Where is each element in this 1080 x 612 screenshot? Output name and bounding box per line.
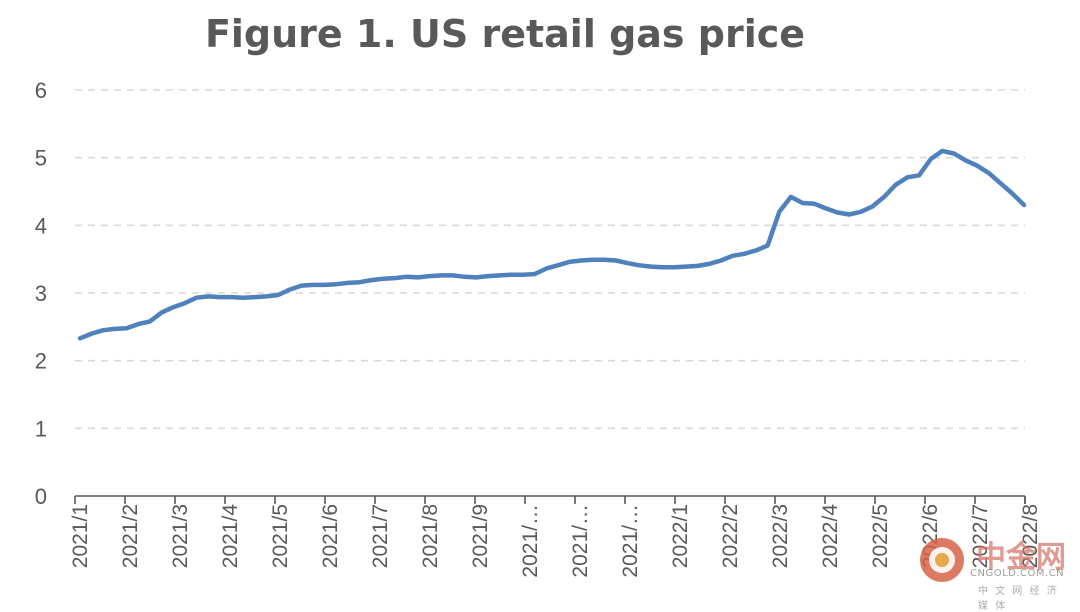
x-tick-label: 2022/4 [819,504,842,569]
x-tick-label: 2021/5 [269,504,292,568]
y-tick-label: 0 [35,484,47,509]
y-tick-label: 3 [35,281,47,306]
x-tick-label: 2022/8 [1019,504,1042,568]
x-tick-label: 2021/… [519,504,542,578]
chart-title: Figure 1. US retail gas price [204,12,806,56]
watermark-brand-cn: 中金网 [976,540,1066,575]
x-tick-label: 2021/7 [369,504,392,568]
watermark: 中金网 CNGOLD.COM.CN 中 文 网 经 济 媒 体 [918,532,1068,612]
x-tick-label: 2021/… [619,504,642,578]
x-tick-label: 2022/2 [719,504,742,568]
series-line-gas-price [77,148,1027,341]
x-tick-label: 2022/3 [769,504,792,568]
x-tick-label: 2021/6 [319,504,342,568]
x-tick-label: 2022/1 [669,504,692,568]
x-tick-label: 2021/2 [119,504,142,568]
y-tick-label: 4 [35,213,47,238]
y-tick-label: 2 [35,349,47,374]
y-tick-label: 5 [35,146,47,171]
x-tick-label: 2022/7 [969,504,992,568]
watermark-brand-en: CNGOLD.COM.CN [970,568,1065,579]
y-tick-label: 6 [35,78,47,103]
x-tick-label: 2021/9 [469,504,492,568]
watermark-logo-icon [920,538,964,582]
x-tick-label: 2021/8 [419,504,442,568]
x-tick-label: 2021/4 [219,504,242,569]
x-tick-label: 2021/3 [169,504,192,568]
y-tick-label: 1 [35,416,47,441]
x-tick-label: 2021/1 [69,504,92,568]
x-tick-label: 2021/… [569,504,592,578]
watermark-tagline: 中 文 网 经 济 媒 体 [978,586,1059,612]
x-tick-label: 2022/5 [869,504,892,568]
